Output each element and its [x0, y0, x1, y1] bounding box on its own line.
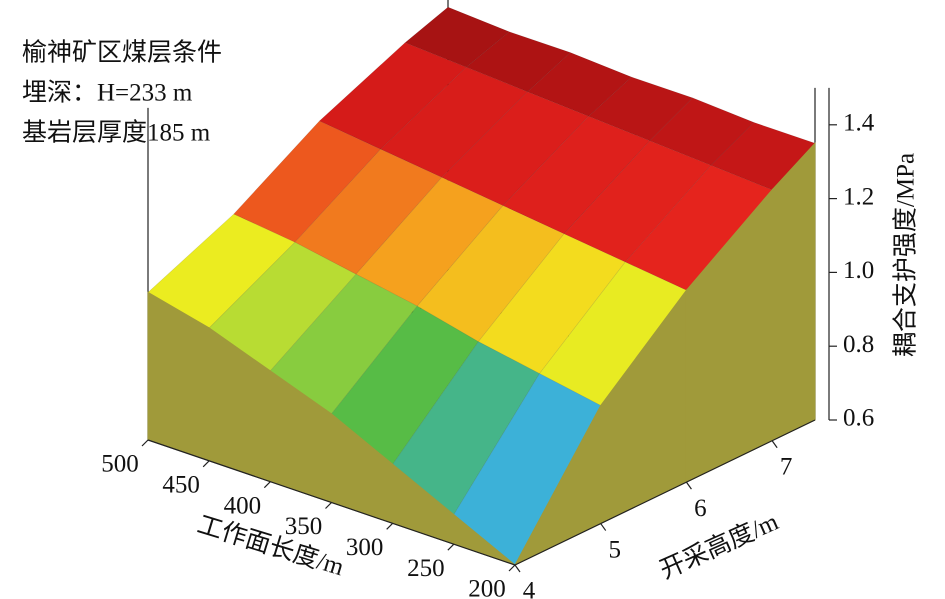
- x-axis-label: 工作面长度/m: [194, 510, 347, 581]
- y-tick: [685, 481, 692, 490]
- plot: 200 250 300 350 400 450 500 4 5 6 7 0.6 0.8 1.0 1.2 1.4: [101, 0, 875, 599]
- annotation: 埋深：H=233 m: [22, 79, 193, 107]
- x-tick-label: 250: [407, 555, 445, 582]
- x-tick: [141, 439, 149, 447]
- z-tick-label: 0.8: [843, 331, 874, 358]
- x-tick-label: 200: [468, 576, 506, 599]
- x-tick-label: 450: [162, 472, 200, 499]
- z-tick-label: 1.0: [843, 257, 874, 284]
- y-axis: [514, 419, 816, 566]
- x-tick: [263, 481, 271, 489]
- x-tick-label: 300: [346, 534, 384, 561]
- y-tick-label: 4: [523, 578, 536, 599]
- x-tick-label: 400: [224, 492, 262, 519]
- x-tick: [386, 522, 394, 530]
- y-tick: [514, 564, 521, 573]
- y-axis-label: 开采高度/m: [656, 507, 783, 584]
- x-tick: [202, 460, 210, 468]
- z-axis-label: 耦合支护强度/MPa: [892, 153, 920, 357]
- y-tick-label: 6: [694, 495, 707, 522]
- y-tick: [600, 523, 607, 531]
- annotation: 基岩层厚度185 m: [22, 119, 211, 147]
- z-tick-label: 1.4: [843, 110, 875, 137]
- x-tick: [325, 502, 332, 509]
- annotation: 榆神矿区煤层条件: [22, 39, 222, 67]
- right-wall: [771, 141, 816, 442]
- y-tick: [771, 440, 778, 449]
- x-tick-label: 500: [101, 451, 139, 478]
- z-tick-label: 1.2: [843, 183, 874, 210]
- z-tick-label: 0.6: [843, 405, 874, 432]
- y-tick-label: 7: [780, 453, 793, 480]
- surface-cell: [294, 148, 443, 275]
- y-tick-label: 5: [608, 536, 621, 563]
- x-tick: [508, 564, 516, 572]
- x-tick-label: 350: [285, 513, 323, 540]
- x-tick: [447, 543, 455, 551]
